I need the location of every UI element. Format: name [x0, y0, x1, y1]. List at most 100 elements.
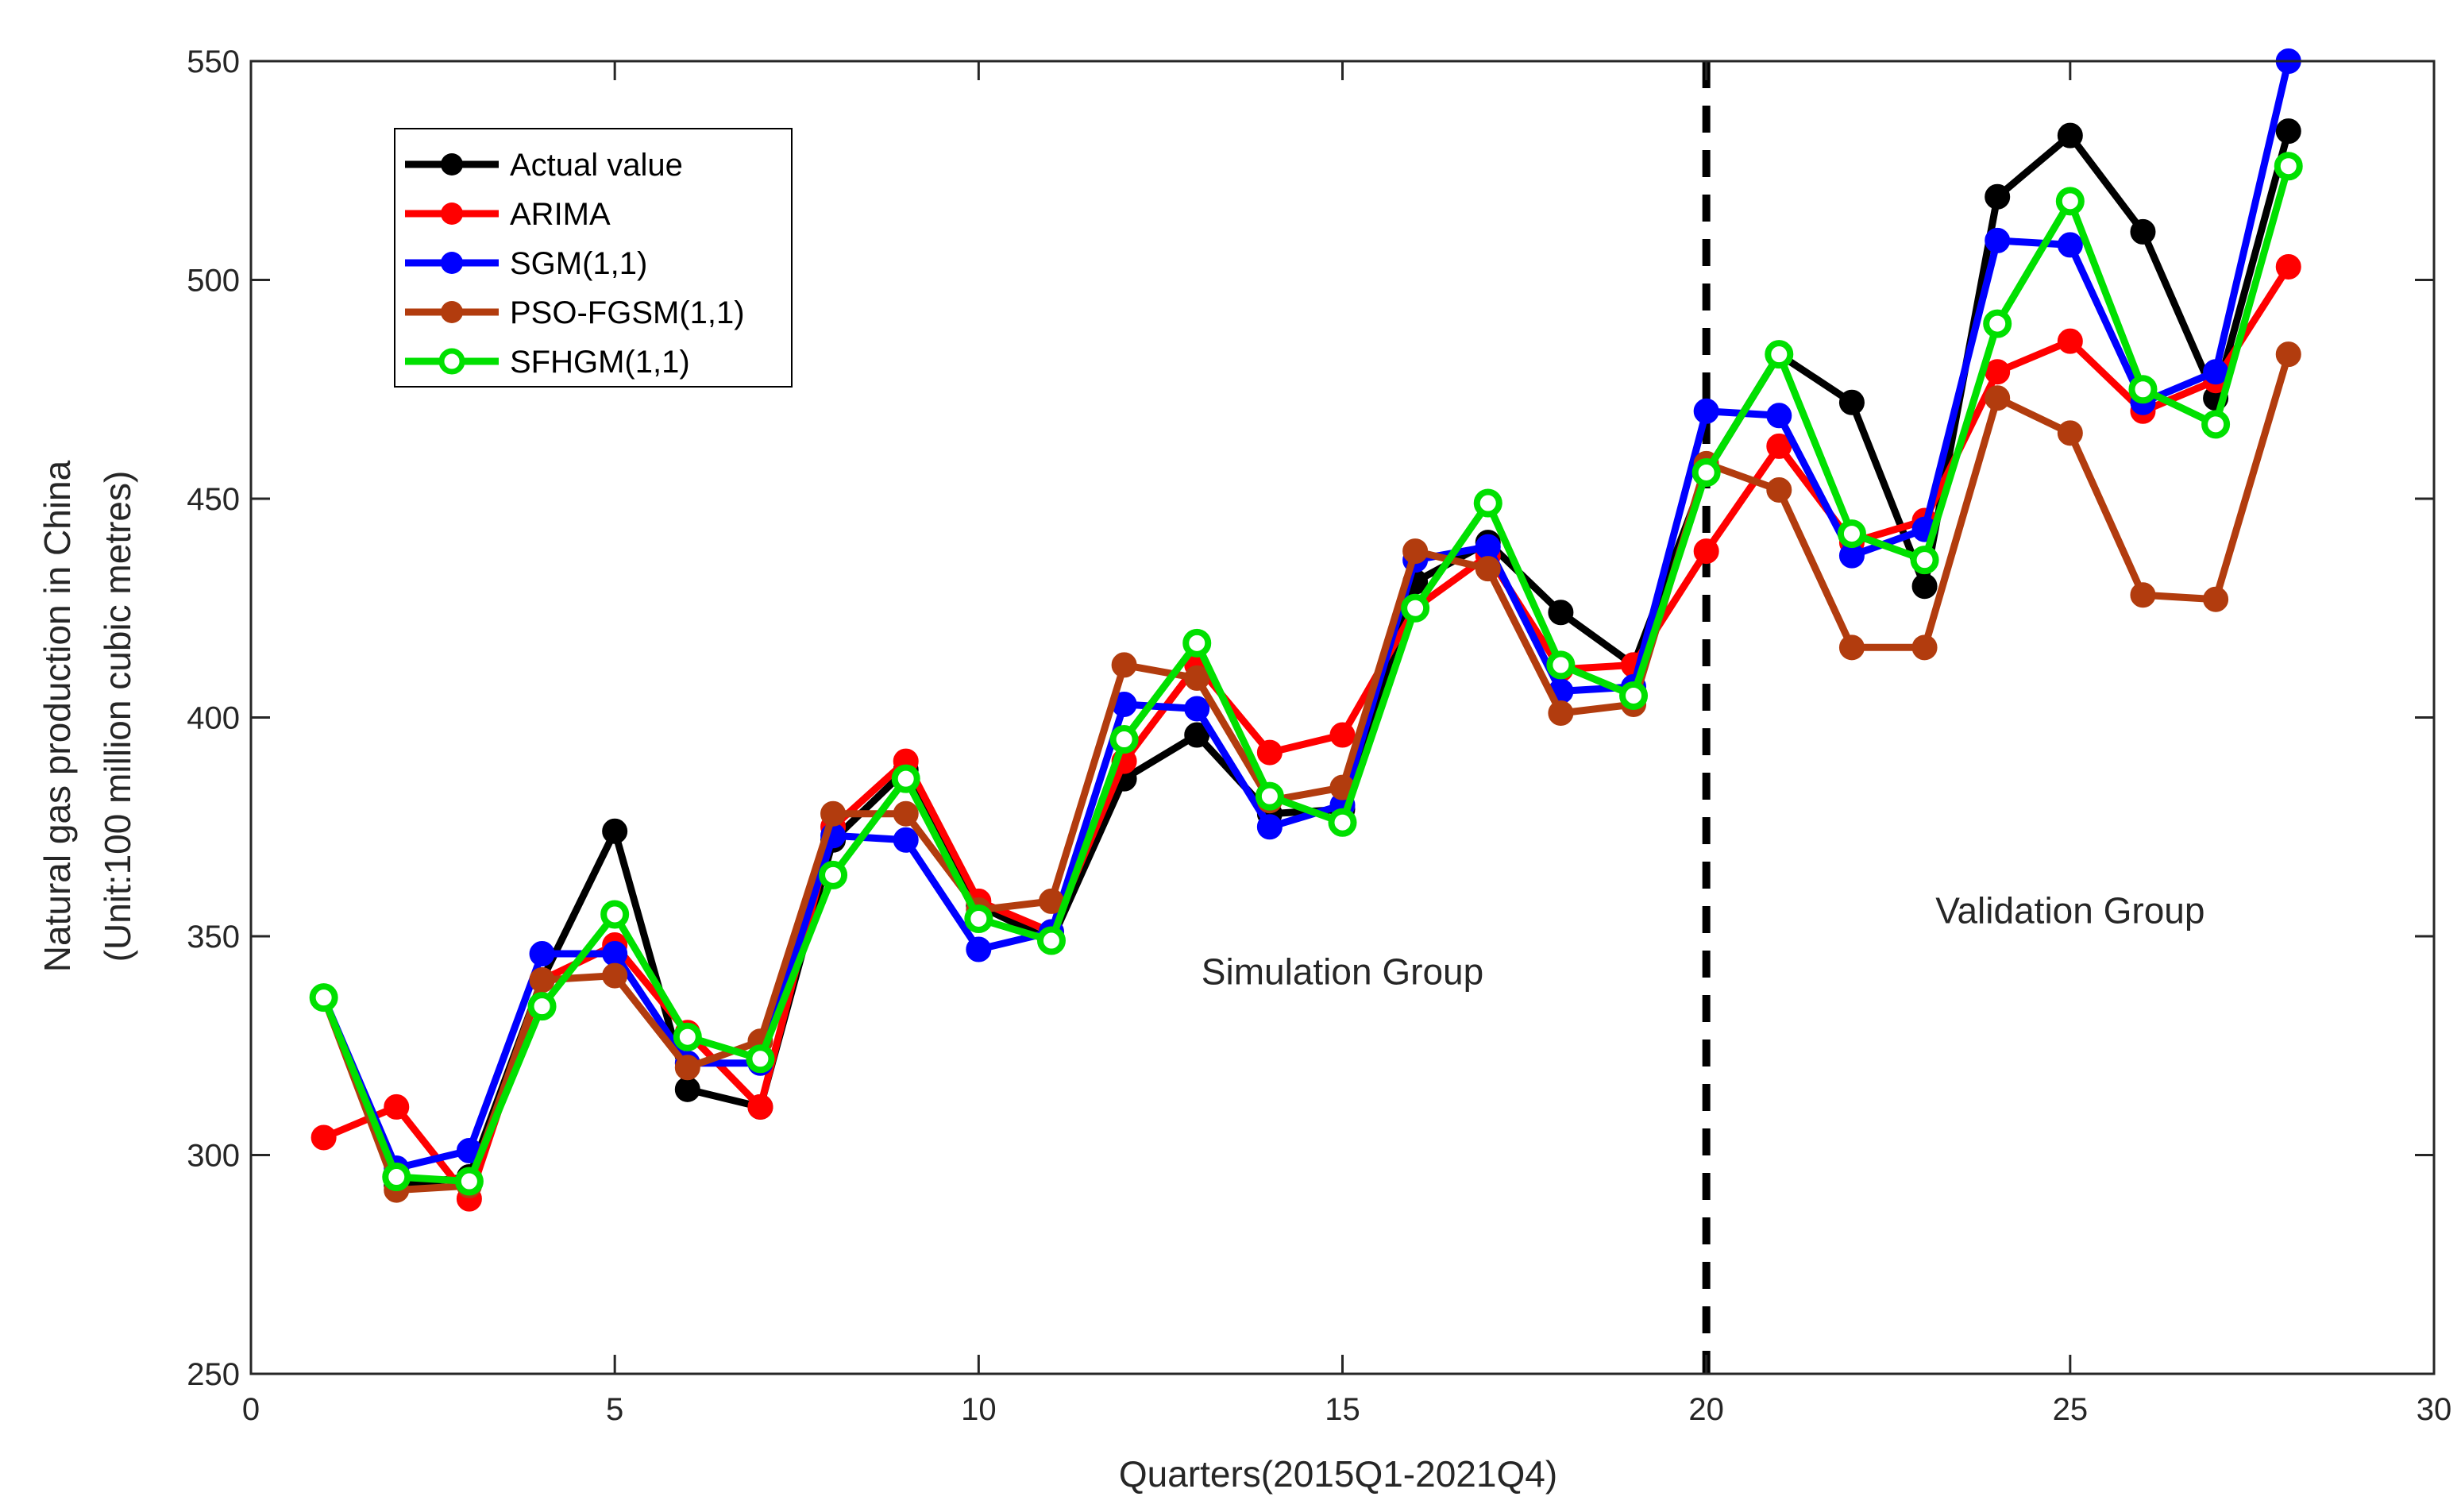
y-axis-label-line-2: (Unit:100 million cubic metres)	[97, 471, 138, 962]
y-tick-label: 450	[187, 482, 240, 517]
data-point-sfhgm-1-1	[891, 764, 920, 793]
data-point-arima	[311, 1124, 337, 1151]
y-tick-label: 400	[187, 701, 240, 736]
data-point-pso-fgsm-1-1	[602, 962, 628, 989]
data-point-sfhgm-1-1	[527, 992, 557, 1021]
data-point-pso-fgsm-1-1	[1838, 634, 1865, 661]
x-tick-label: 15	[1325, 1392, 1360, 1427]
series-line-sgm-1-1	[320, 60, 2293, 1172]
y-axis-label-line-1: Natural gas production in China	[37, 460, 78, 972]
data-point-sfhgm-1-1	[1619, 681, 1649, 710]
legend-label: SFHGM(1,1)	[510, 345, 690, 380]
data-point-actual-value	[1985, 183, 2011, 210]
data-point-sgm-1-1	[2203, 359, 2229, 385]
data-point-sfhgm-1-1	[1036, 926, 1066, 955]
legend-item-sgm-1-1: SGM(1,1)	[405, 246, 647, 281]
data-point-actual-value	[602, 818, 628, 844]
data-point-actual-value	[1838, 389, 1865, 415]
data-point-sgm-1-1	[1184, 696, 1210, 722]
data-point-actual-value	[2275, 118, 2301, 145]
data-point-sfhgm-1-1	[1473, 488, 1502, 518]
data-point-sfhgm-1-1	[964, 904, 993, 933]
x-tick-label: 25	[2053, 1392, 2089, 1427]
data-point-sfhgm-1-1	[1255, 781, 1284, 811]
data-point-pso-fgsm-1-1	[820, 800, 847, 827]
legend-item-sfhgm-1-1: SFHGM(1,1)	[405, 345, 690, 380]
x-tick-label: 10	[961, 1392, 997, 1427]
annotation-simulation-group: Simulation Group	[1202, 951, 1483, 993]
data-point-sgm-1-1	[1693, 398, 1719, 424]
data-point-pso-fgsm-1-1	[1184, 665, 1210, 691]
x-tick-label: 30	[2417, 1392, 2452, 1427]
legend-item-pso-fgsm-1-1: PSO-FGSM(1,1)	[405, 295, 745, 330]
annotation-validation-group: Validation Group	[1935, 889, 2204, 931]
data-point-arima	[1329, 722, 1356, 748]
legend-swatch-marker	[441, 153, 463, 176]
data-point-pso-fgsm-1-1	[1911, 634, 1938, 661]
data-point-pso-fgsm-1-1	[674, 1055, 700, 1081]
x-axis-label: Quarters(2015Q1-2021Q4)	[1119, 1453, 1557, 1495]
data-point-sfhgm-1-1	[309, 983, 338, 1012]
data-point-actual-value	[2130, 218, 2156, 245]
data-point-sgm-1-1	[2057, 232, 2083, 258]
y-tick-label: 350	[187, 920, 240, 955]
data-point-actual-value	[2057, 122, 2083, 148]
legend-label: ARIMA	[510, 197, 611, 232]
data-point-sgm-1-1	[1256, 814, 1283, 840]
x-tick-label: 5	[606, 1392, 623, 1427]
legend-swatch-marker	[438, 348, 465, 375]
data-point-pso-fgsm-1-1	[1766, 476, 1792, 503]
data-point-pso-fgsm-1-1	[1402, 538, 1429, 565]
legend-swatch-marker	[441, 252, 463, 274]
data-point-sfhgm-1-1	[1765, 340, 1794, 369]
data-point-sfhgm-1-1	[1328, 808, 1357, 837]
data-point-sfhgm-1-1	[1109, 725, 1139, 754]
data-point-sfhgm-1-1	[1837, 519, 1866, 549]
y-tick-label: 300	[187, 1139, 240, 1174]
data-point-sfhgm-1-1	[382, 1163, 411, 1192]
data-point-actual-value	[1184, 722, 1210, 748]
data-point-pso-fgsm-1-1	[1985, 385, 2011, 411]
data-point-sfhgm-1-1	[600, 900, 630, 929]
legend-label: SGM(1,1)	[510, 246, 647, 281]
data-point-sfhgm-1-1	[819, 860, 848, 889]
x-tick-label: 0	[242, 1392, 260, 1427]
data-point-arima	[1693, 538, 1719, 565]
ticks-layer: 0 5 10 15 20 25 30 250 300 350 400 450 500 550	[187, 44, 2451, 1427]
data-point-arima	[2275, 253, 2301, 280]
data-point-sfhgm-1-1	[1910, 546, 1939, 575]
data-point-sfhgm-1-1	[673, 1022, 702, 1051]
data-point-sfhgm-1-1	[2201, 410, 2231, 439]
y-tick-label: 250	[187, 1357, 240, 1392]
data-point-pso-fgsm-1-1	[1111, 652, 1137, 678]
series-sfhgm-1-1	[309, 152, 2303, 1196]
data-point-arima	[2057, 328, 2083, 354]
data-point-sgm-1-1	[966, 936, 992, 962]
data-point-sgm-1-1	[1985, 227, 2011, 253]
data-point-sfhgm-1-1	[1691, 457, 1721, 487]
data-point-sfhgm-1-1	[1546, 650, 1576, 680]
legend-item-actual-value: Actual value	[405, 148, 683, 183]
data-point-arima	[1256, 739, 1283, 766]
data-point-sfhgm-1-1	[1983, 309, 2012, 338]
data-point-sfhgm-1-1	[1182, 628, 1212, 658]
data-point-sgm-1-1	[1475, 534, 1501, 560]
data-point-pso-fgsm-1-1	[893, 800, 919, 827]
data-point-arima	[384, 1094, 410, 1120]
data-point-sgm-1-1	[602, 941, 628, 967]
data-point-sfhgm-1-1	[454, 1167, 484, 1196]
data-point-sgm-1-1	[893, 827, 919, 853]
y-tick-label: 550	[187, 44, 240, 79]
data-point-pso-fgsm-1-1	[2130, 582, 2156, 608]
data-point-arima	[747, 1094, 773, 1120]
x-tick-label: 20	[1688, 1392, 1724, 1427]
data-point-actual-value	[674, 1076, 700, 1102]
legend-label: Actual value	[510, 148, 683, 183]
data-point-pso-fgsm-1-1	[1548, 700, 1574, 726]
data-point-pso-fgsm-1-1	[2203, 586, 2229, 612]
legend-swatch-marker	[441, 202, 463, 225]
data-point-pso-fgsm-1-1	[1475, 556, 1501, 582]
legend-swatch-marker	[441, 301, 463, 323]
